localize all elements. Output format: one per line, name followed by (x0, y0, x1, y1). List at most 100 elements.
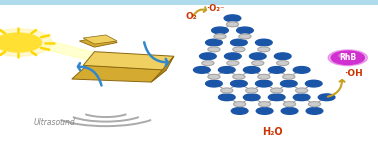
Polygon shape (72, 65, 166, 82)
Circle shape (256, 39, 272, 46)
Bar (0, 1, 378, 3)
Bar (0, 1, 378, 3)
Circle shape (243, 94, 260, 101)
Bar (0, 0, 378, 2)
Bar (0, 2, 378, 3)
Circle shape (218, 67, 235, 73)
Bar (0, 1, 378, 2)
Bar (0, 1, 378, 2)
Bar (0, 0, 378, 2)
Circle shape (274, 53, 291, 60)
Circle shape (293, 67, 310, 73)
Bar (0, 1, 378, 3)
Bar (0, 1, 378, 3)
Polygon shape (83, 35, 117, 44)
Circle shape (284, 102, 296, 107)
Circle shape (206, 39, 222, 46)
Bar (0, 1, 378, 3)
Bar (0, 0, 378, 2)
Circle shape (318, 94, 335, 101)
Bar (0, 1, 378, 3)
Bar (0, 0, 378, 2)
Bar (0, 0, 378, 2)
Bar (0, 1, 378, 2)
Bar (0, 1, 378, 2)
Bar (0, 0, 378, 2)
Text: O₂: O₂ (185, 12, 197, 21)
Bar (0, 1, 378, 2)
Circle shape (237, 27, 253, 34)
Circle shape (271, 88, 283, 93)
Bar (0, 0, 378, 2)
Bar (0, 2, 378, 3)
Circle shape (339, 54, 348, 57)
Bar (0, 0, 378, 2)
Circle shape (218, 94, 235, 101)
Bar (0, 1, 378, 3)
Bar (0, 1, 378, 3)
Circle shape (331, 51, 364, 64)
Bar (0, 0, 378, 2)
Bar (0, 1, 378, 2)
Circle shape (283, 74, 295, 79)
Circle shape (224, 15, 241, 22)
Circle shape (200, 53, 216, 60)
Polygon shape (151, 56, 174, 82)
Circle shape (293, 94, 310, 101)
Bar (0, 1, 378, 3)
Bar (0, 1, 378, 2)
Bar (0, 0, 378, 2)
Bar (0, 1, 378, 2)
Text: Ultrasound: Ultrasound (34, 118, 76, 127)
Bar (0, 1, 378, 2)
Circle shape (231, 108, 248, 114)
Bar (0, 1, 378, 3)
Circle shape (246, 88, 258, 93)
Bar (0, 0, 378, 2)
Bar (0, 1, 378, 3)
Bar (0, 1, 378, 3)
Bar (0, 0, 378, 2)
Bar (0, 1, 378, 3)
Bar (0, 2, 378, 3)
Bar (0, 1, 378, 3)
Circle shape (239, 34, 251, 39)
Bar (0, 1, 378, 3)
Bar (0, 1, 378, 3)
Circle shape (194, 67, 210, 73)
Bar (0, 1, 378, 3)
Bar (0, 1, 378, 2)
Circle shape (268, 94, 285, 101)
Bar (0, 1, 378, 3)
Bar (0, 0, 378, 2)
Bar (0, 1, 378, 2)
Bar (0, 1, 378, 2)
Bar (0, 1, 378, 2)
Bar (0, 1, 378, 2)
Polygon shape (42, 41, 129, 68)
Circle shape (268, 67, 285, 73)
Circle shape (305, 80, 322, 87)
Bar (0, 0, 378, 2)
Bar (0, 0, 378, 2)
Bar (0, 0, 378, 2)
Bar (0, 1, 378, 3)
Bar (0, 0, 378, 2)
Bar (0, 1, 378, 3)
Circle shape (0, 33, 42, 52)
Bar (0, 0, 378, 2)
Bar (0, 1, 378, 3)
Bar (0, 0, 378, 2)
Bar (0, 1, 378, 2)
Circle shape (225, 53, 241, 60)
Circle shape (227, 61, 239, 66)
Bar (0, 0, 378, 2)
Circle shape (296, 88, 308, 93)
Circle shape (249, 53, 266, 60)
Circle shape (277, 61, 289, 66)
Circle shape (328, 50, 367, 66)
Bar (0, 0, 378, 2)
Bar (0, 1, 378, 2)
Bar (0, 0, 378, 2)
Bar (0, 0, 378, 2)
